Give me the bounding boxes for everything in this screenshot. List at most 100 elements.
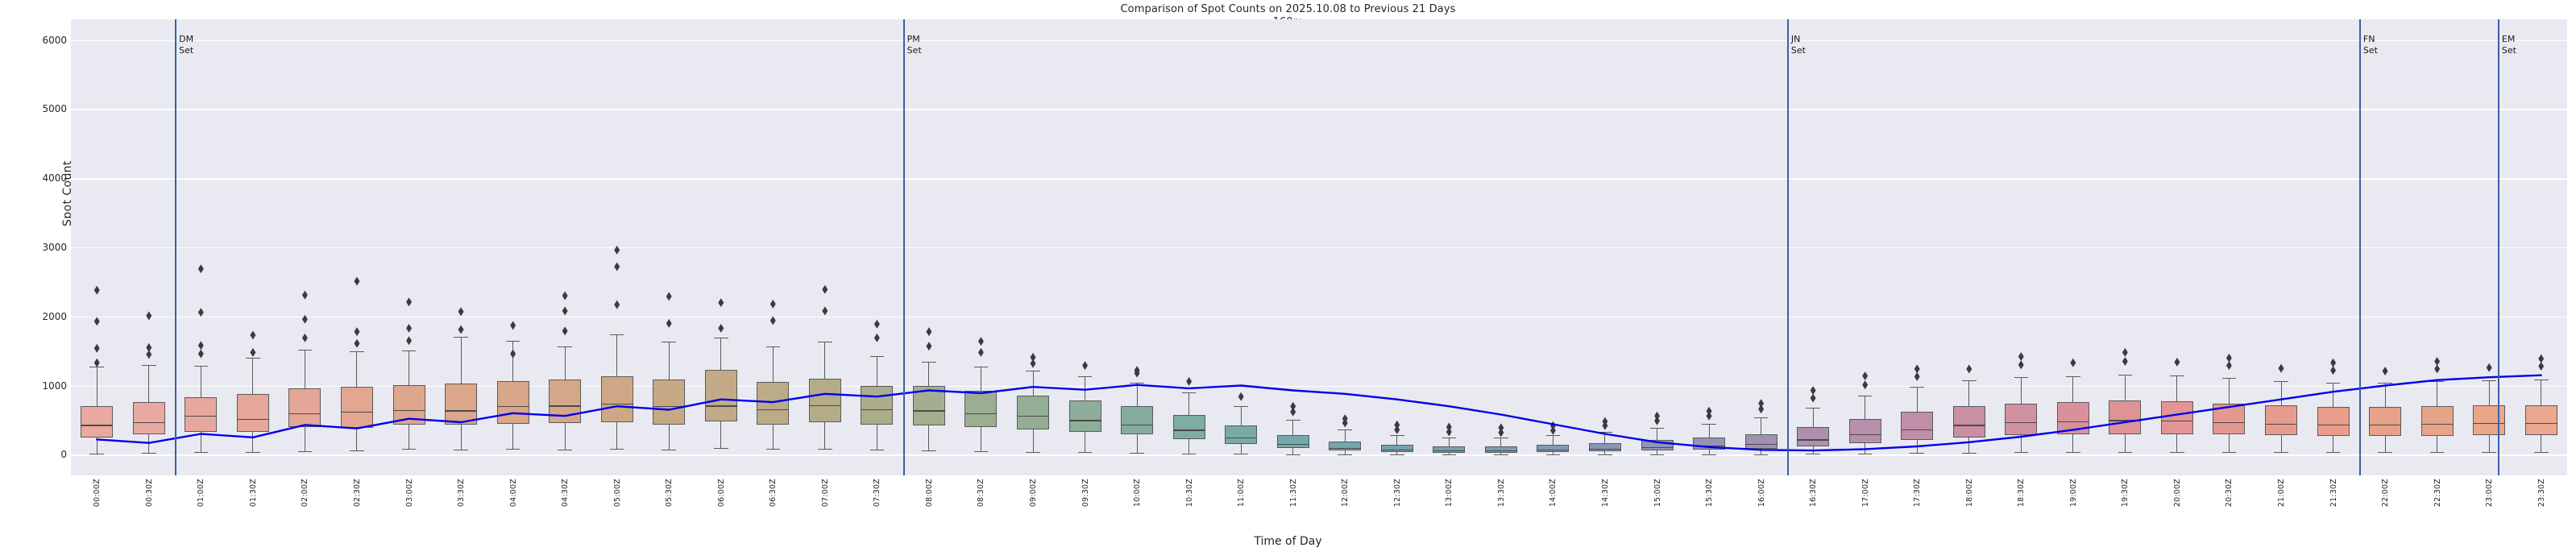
event-line-label: JN Set [1790, 34, 1806, 56]
median-line [2005, 421, 2038, 424]
event-line-label: FN Set [2362, 34, 2378, 56]
box [1537, 445, 1570, 452]
x-tick-label: 22:30Z [2433, 479, 2442, 508]
whisker-cap [2378, 383, 2392, 384]
box [1952, 406, 1985, 438]
outlier-marker [873, 333, 880, 342]
x-tick-label: 15:30Z [1705, 479, 1715, 508]
outlier-marker [977, 347, 984, 357]
whisker-cap [1753, 417, 1769, 418]
outlier-marker [301, 290, 308, 300]
outlier-marker [250, 347, 256, 357]
whisker-cap [765, 346, 781, 347]
box [2160, 401, 2193, 434]
whisker-cap [818, 448, 832, 450]
x-tick-label: 00:30Z [144, 479, 154, 508]
x-tick-label: 16:30Z [1809, 479, 1819, 508]
outlier-marker [873, 319, 880, 329]
median-line [2056, 421, 2089, 423]
y-tick-label: 1000 [42, 380, 67, 392]
gridline [71, 454, 2567, 456]
outlier-marker [1862, 371, 1869, 380]
outlier-marker [1914, 364, 1920, 374]
median-line [1641, 446, 1674, 449]
x-tick-label: 05:30Z [665, 479, 674, 508]
whisker-cap [2378, 451, 2392, 453]
box [912, 386, 945, 426]
event-line-label: PM Set [906, 34, 922, 56]
outlier-marker [93, 317, 100, 326]
whisker-cap [2221, 451, 2237, 453]
median-line [185, 416, 218, 417]
box [808, 378, 841, 422]
outlier-marker [2278, 363, 2284, 373]
whisker-cap [193, 451, 209, 453]
outlier-marker [1758, 399, 1765, 409]
outlier-marker [1030, 359, 1036, 368]
median-line [1484, 450, 1517, 452]
whisker-cap [2274, 380, 2288, 382]
outlier-marker [146, 350, 152, 359]
box [1172, 414, 1205, 439]
median-line [2420, 423, 2454, 425]
box [2317, 407, 2350, 437]
outlier-marker [1810, 386, 1816, 396]
plot-area: DM Set PM Set JN Set FN Set EM Set [71, 19, 2567, 475]
median-line [132, 421, 165, 424]
whisker-cap [1130, 383, 1144, 384]
whisker-cap [142, 364, 156, 366]
outlier-marker [1706, 406, 1712, 416]
whisker-cap [1910, 452, 1925, 454]
median-line [1276, 443, 1309, 445]
outlier-marker [562, 291, 568, 301]
x-tick-label: 12:30Z [1392, 479, 1402, 508]
outlier-marker [718, 298, 724, 308]
median-line [1017, 416, 1050, 417]
whisker-cap [1026, 451, 1040, 453]
outlier-marker [2330, 358, 2337, 367]
box [600, 375, 633, 422]
outlier-marker [614, 262, 620, 272]
outlier-marker [93, 343, 100, 353]
outlier-marker [2434, 364, 2441, 374]
whisker-cap [505, 340, 521, 342]
x-tick-label: 05:00Z [612, 479, 622, 508]
median-line [1744, 443, 1777, 445]
median-line [912, 410, 945, 412]
outlier-marker [562, 326, 568, 336]
whisker-cap [1130, 452, 1144, 454]
y-tick-label: 4000 [42, 172, 67, 185]
median-line [1068, 420, 1101, 421]
outlier-marker [2330, 366, 2337, 375]
whisker-cap [1234, 406, 1248, 408]
outlier-marker [93, 358, 100, 367]
whisker-cap [609, 334, 624, 336]
x-tick-label: 21:00Z [2277, 479, 2287, 508]
y-tick-label: 2000 [42, 310, 67, 322]
outlier-marker [1290, 401, 1296, 411]
x-tick-label: 11:00Z [1237, 479, 1247, 508]
outlier-marker [2122, 347, 2128, 357]
box [288, 388, 321, 427]
whisker-cap [1961, 380, 1977, 381]
box [1484, 446, 1517, 453]
whisker-cap [558, 346, 572, 348]
whisker-cap [142, 452, 156, 454]
whisker-cap [869, 356, 885, 358]
box [2056, 402, 2089, 435]
x-tick-label: 13:30Z [1496, 479, 1506, 508]
x-tick-label: 20:30Z [2225, 479, 2234, 508]
outlier-marker [2225, 361, 2232, 371]
outlier-marker [197, 264, 204, 274]
box [653, 379, 686, 425]
whisker-cap [1702, 454, 1716, 455]
outlier-marker [146, 342, 152, 352]
box [757, 382, 790, 425]
median-line [549, 405, 582, 407]
median-line [1797, 439, 1830, 441]
box [132, 402, 165, 435]
whisker-cap [350, 351, 364, 352]
event-line-label: DM Set [179, 34, 194, 56]
median-line [704, 405, 737, 407]
x-tick-label: 19:00Z [2068, 479, 2078, 508]
